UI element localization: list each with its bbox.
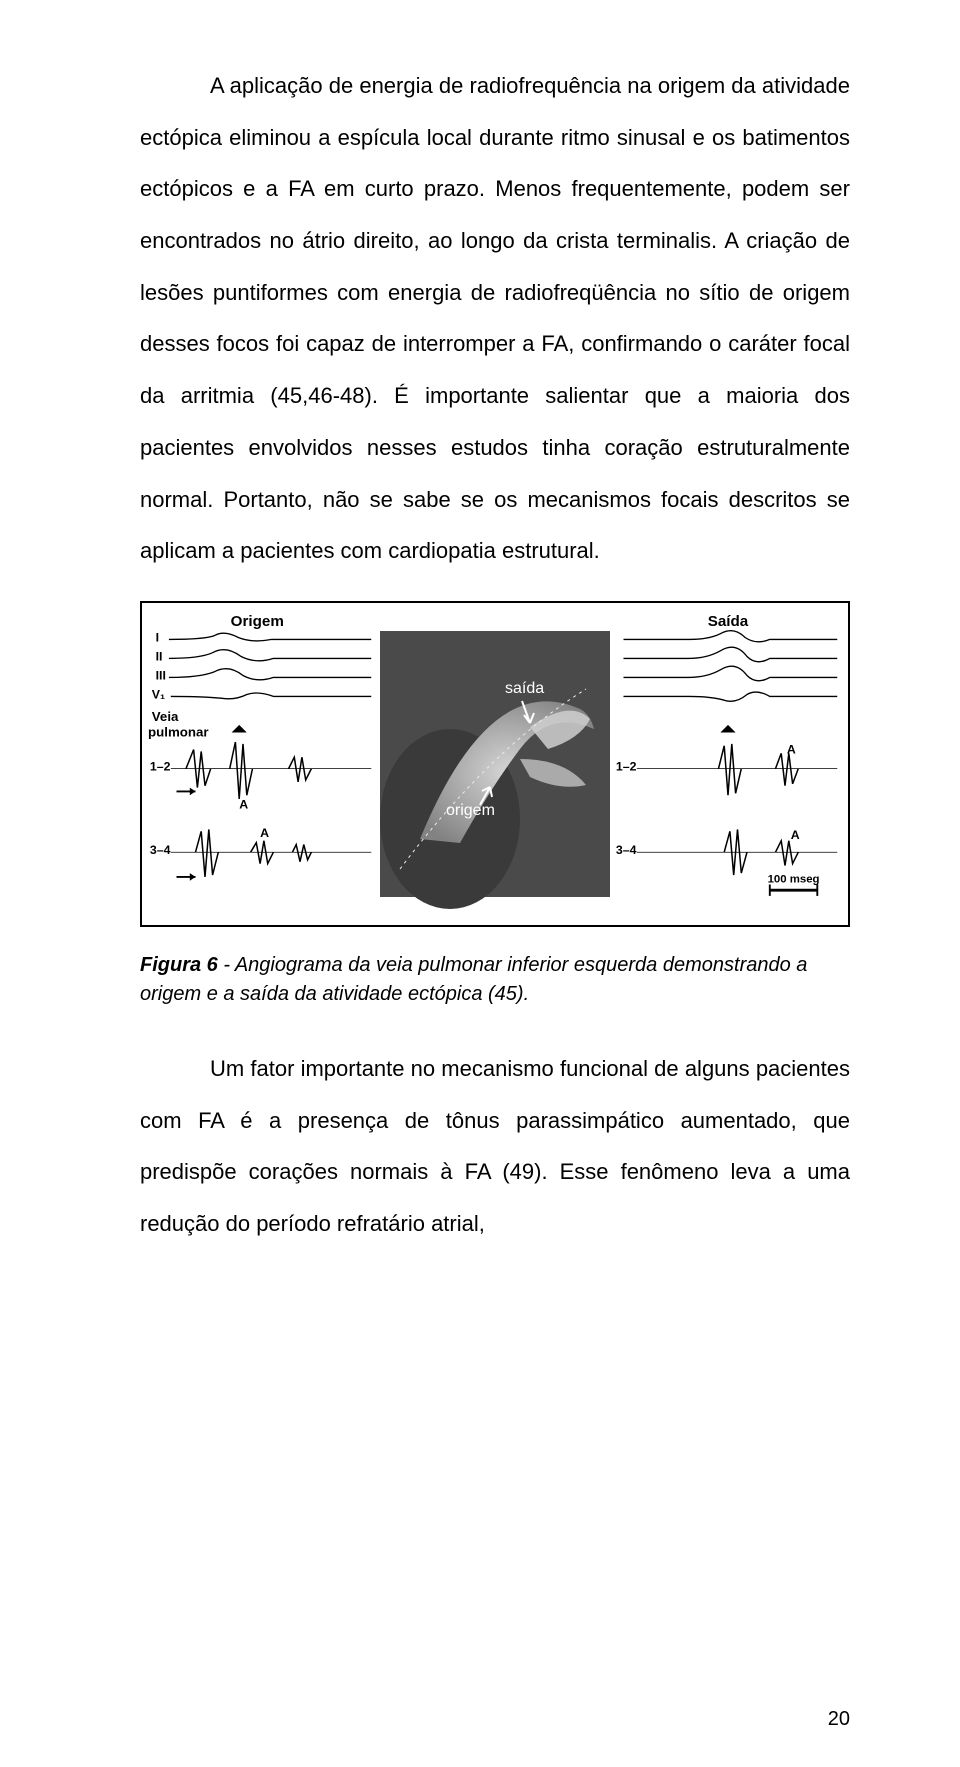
right-ecg-panel: Saída 1–2 A 3–4 — [614, 609, 842, 919]
trace-III — [169, 669, 371, 680]
paragraph-2: Um fator importante no mecanismo funcion… — [140, 1043, 850, 1250]
r-spike-label-12: A — [787, 742, 796, 756]
trace-34 — [196, 829, 312, 877]
figure-6-inner: Origem I II III V₁ Veia pulm — [148, 609, 842, 919]
lead-label-I: I — [156, 630, 159, 644]
paragraph-1-text: A aplicação de energia de radiofrequênci… — [140, 73, 850, 563]
lead-label-V1: V₁ — [152, 687, 165, 701]
spike-label-12: A — [239, 797, 248, 811]
figure-6: Origem I II III V₁ Veia pulm — [140, 601, 850, 927]
pv-label-2: pulmonar — [148, 724, 209, 739]
right-title: Saída — [708, 613, 749, 630]
trace-II — [169, 650, 371, 661]
figure-6-caption: Figura 6 - Angiograma da veia pulmonar i… — [140, 951, 850, 1009]
arrowhead-icon — [232, 725, 247, 733]
angiogram-panel: saída origem — [380, 609, 610, 919]
label-origem: origem — [446, 802, 495, 819]
pv-label-1: Veia — [152, 709, 179, 724]
left-title: Origem — [231, 613, 284, 630]
row-label-12: 1–2 — [150, 759, 171, 773]
lead-label-III: III — [156, 668, 166, 682]
angiogram-svg: saída origem — [380, 609, 610, 919]
caption-label: Figura 6 — [140, 954, 218, 976]
arrow-tip-34 — [190, 873, 196, 881]
row-label-34: 3–4 — [150, 843, 171, 857]
trace-V1 — [171, 693, 371, 699]
r-arrowhead-icon — [720, 725, 735, 733]
page-number: 20 — [828, 1708, 850, 1731]
scale-label: 100 mseg — [768, 873, 820, 885]
left-ecg-svg: Origem I II III V₁ Veia pulm — [148, 609, 376, 904]
r-trace-3 — [624, 666, 838, 681]
paragraph-1: A aplicação de energia de radiofrequênci… — [140, 60, 850, 577]
left-ecg-panel: Origem I II III V₁ Veia pulm — [148, 609, 376, 919]
trace-12 — [186, 742, 311, 799]
r-row-label-12: 1–2 — [616, 759, 637, 773]
spike-label-34: A — [260, 826, 269, 840]
r-spike-label-34: A — [791, 828, 800, 842]
page: A aplicação de energia de radiofrequênci… — [0, 0, 960, 1767]
paragraph-2-text: Um fator importante no mecanismo funcion… — [140, 1056, 850, 1236]
trace-I — [169, 633, 371, 641]
r-trace-2 — [624, 647, 838, 662]
r-row-label-34: 3–4 — [616, 843, 637, 857]
right-ecg-svg: Saída 1–2 A 3–4 — [614, 609, 842, 904]
caption-text: - Angiograma da veia pulmonar inferior e… — [140, 954, 807, 1005]
arrow-tip-12 — [190, 787, 196, 795]
lead-label-II: II — [156, 649, 163, 663]
label-saida: saída — [505, 680, 544, 697]
r-trace-1 — [624, 631, 838, 642]
r-trace-4 — [624, 692, 838, 701]
